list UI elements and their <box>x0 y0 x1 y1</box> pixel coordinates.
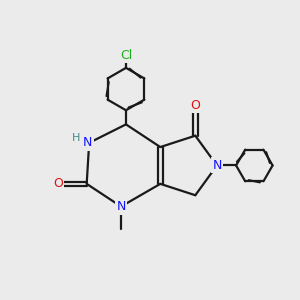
Text: N: N <box>83 136 92 149</box>
Text: Cl: Cl <box>120 49 132 62</box>
Text: N: N <box>212 159 222 172</box>
Text: H: H <box>72 134 80 143</box>
Text: O: O <box>53 177 63 190</box>
Text: N: N <box>116 200 126 213</box>
Text: O: O <box>190 99 200 112</box>
